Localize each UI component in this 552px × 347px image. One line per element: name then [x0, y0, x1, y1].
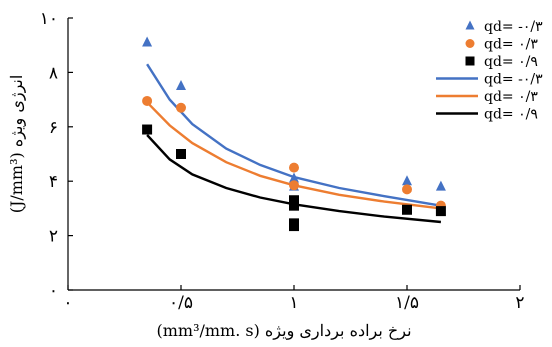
legend-label: qd= -۰/۳ — [484, 19, 543, 35]
data-point-square — [176, 149, 186, 159]
data-point-triangle — [435, 180, 446, 191]
legend-label: qd= ۰/۹ — [484, 54, 538, 70]
y-tick-label: ۲ — [49, 227, 58, 247]
data-point-triangle — [176, 80, 186, 90]
fit-line — [146, 101, 442, 210]
legend-marker — [465, 20, 475, 30]
data-point-square — [289, 195, 299, 206]
legend-marker — [465, 39, 475, 48]
x-axis-label: نرخ براده برداری ویژه (mm³/mm. s) — [156, 321, 411, 340]
legend-label: qd= ۰/۳ — [484, 89, 538, 105]
x-tick-label: ۲ — [515, 293, 524, 313]
data-point-square — [402, 204, 412, 215]
y-tick-label: ۶ — [49, 118, 58, 138]
legend: qd= -۰/۳qd= ۰/۳qd= ۰/۹qd= -۰/۳qd= ۰/۳qd=… — [436, 19, 543, 123]
y-tick-label: ۱۰ — [40, 9, 58, 29]
data-point-square — [435, 206, 446, 217]
data-point-triangle — [402, 175, 412, 186]
axes: ۰ ۰/۵ ۱ ۱/۵ ۲ ۰ ۲ ۴ ۶ ۸ ۱۰ — [40, 9, 525, 313]
legend-label: qd= ۰/۹ — [484, 107, 538, 123]
legend-label: qd= -۰/۳ — [484, 72, 543, 88]
x-tick-label: ۰/۵ — [169, 293, 193, 313]
legend-marker — [465, 56, 475, 66]
data-point-square — [289, 200, 299, 211]
fit-line — [146, 134, 442, 224]
data-points — [142, 36, 446, 232]
x-tick-label: ۰ — [63, 293, 72, 313]
data-point-circle — [289, 162, 299, 173]
data-point-circle — [402, 184, 412, 195]
y-axis-label: انرژی ویژه (J/mm³) — [7, 75, 26, 214]
data-point-triangle — [289, 172, 299, 183]
x-tick-label: ۱ — [289, 293, 298, 313]
data-point-circle — [289, 180, 299, 191]
y-tick-label: ۴ — [49, 172, 58, 192]
y-tick-label: ۰ — [49, 281, 58, 301]
data-point-square — [142, 124, 153, 135]
data-point-square — [289, 221, 299, 232]
x-tick-label: ۱/۵ — [395, 293, 419, 313]
y-tick-label: ۸ — [49, 63, 58, 83]
legend-label: qd= ۰/۳ — [484, 37, 538, 53]
data-point-triangle — [142, 36, 153, 47]
data-point-circle — [176, 102, 186, 113]
data-point-circle — [142, 95, 153, 106]
